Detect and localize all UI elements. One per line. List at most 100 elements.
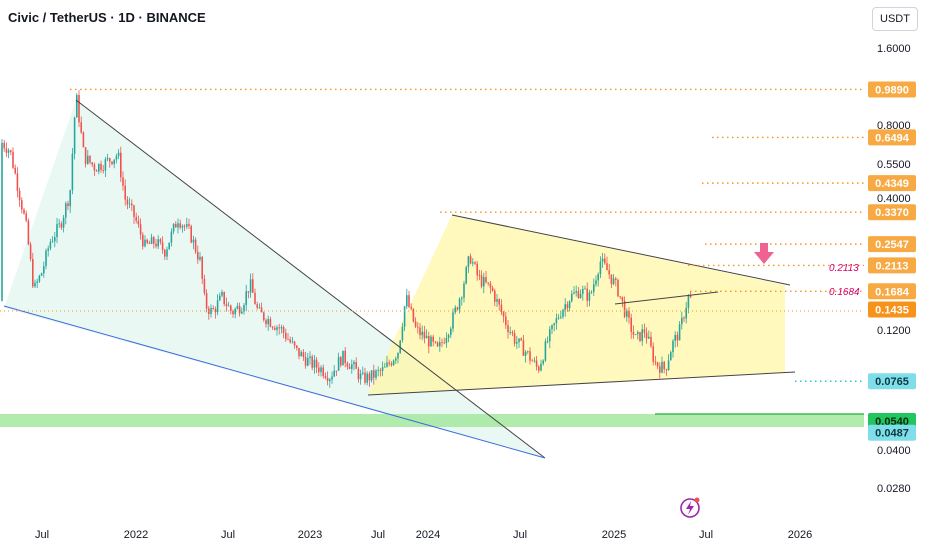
currency-button[interactable]: USDT <box>872 7 918 31</box>
candle-body-83 <box>183 225 186 227</box>
candle-body-32 <box>71 153 74 191</box>
candle-body-274 <box>604 258 606 264</box>
candle-body-178 <box>392 360 395 366</box>
candle-body-172 <box>379 370 382 371</box>
candle-body-175 <box>386 362 388 367</box>
candle-body-226 <box>498 299 500 305</box>
candle-body-142 <box>313 359 316 368</box>
candle-body-273 <box>601 258 604 262</box>
candle-body-205 <box>452 312 454 329</box>
price-tick-6: 0.0400 <box>877 445 911 457</box>
candle-body-258 <box>568 301 571 309</box>
candle-body-122 <box>269 319 272 327</box>
candle-body-234 <box>516 342 518 344</box>
candle-body-67 <box>148 242 151 244</box>
candle-body-301 <box>663 361 665 370</box>
candle-body-286 <box>630 317 632 332</box>
candle-body-47 <box>104 159 107 171</box>
candle-body-265 <box>584 288 586 290</box>
bolt-icon[interactable] <box>680 497 700 518</box>
level-label-box-5 <box>868 257 916 274</box>
candle-body-297 <box>654 361 657 363</box>
candle-body-307 <box>676 334 679 341</box>
chart-title: Civic / TetherUS · 1D · BINANCE <box>8 10 206 25</box>
candle-body-87 <box>192 239 195 243</box>
candle-body-92 <box>203 278 206 294</box>
candle-body-215 <box>474 262 476 264</box>
candle-body-198 <box>436 342 439 347</box>
price-tick-2: 0.8000 <box>877 120 911 132</box>
candle-body-96 <box>212 307 214 310</box>
candle-body-257 <box>566 304 569 309</box>
candle-body-116 <box>256 304 258 308</box>
time-tick-4: Jul <box>371 529 385 541</box>
level-labels: 0.9890 0.6494 0.4349 0.3370 0.2547 0.2113 0.16… <box>868 81 916 441</box>
level-label-8: 0.0765 <box>875 376 909 388</box>
candle-body-269 <box>593 284 595 292</box>
candle-body-80 <box>177 223 179 228</box>
candle-body-143 <box>315 359 318 368</box>
candle-body-3 <box>7 150 10 153</box>
candle-body-86 <box>190 226 192 243</box>
candle-body-123 <box>271 326 274 328</box>
candle-body-240 <box>529 351 531 361</box>
candle-body-182 <box>401 326 404 341</box>
candle-body-16 <box>36 281 38 283</box>
candle-body-81 <box>179 223 181 228</box>
candle-body-50 <box>111 161 113 165</box>
candle-body-144 <box>318 367 320 373</box>
candle-body-206 <box>454 307 456 313</box>
time-axis: Jul 2022 Jul 2023 Jul 2024 Jul 2025 Jul 2026 <box>35 529 812 541</box>
candle-body-63 <box>139 224 142 235</box>
candle-body-91 <box>201 256 203 279</box>
candle-body-262 <box>577 291 580 298</box>
candle-body-272 <box>599 261 602 275</box>
candle-body-221 <box>487 282 489 284</box>
candle-body-211 <box>465 267 467 284</box>
candle-body-61 <box>135 216 137 221</box>
candle-body-207 <box>456 307 459 310</box>
candle-body-46 <box>102 170 104 171</box>
candle-body-233 <box>513 333 516 344</box>
candle-body-105 <box>232 311 234 315</box>
candle-body-77 <box>170 231 173 243</box>
candle-body-150 <box>331 376 333 380</box>
candle-body-58 <box>128 203 131 205</box>
candle-body-188 <box>414 321 417 327</box>
level-label-4: 0.2547 <box>875 239 909 251</box>
candle-body-267 <box>588 292 591 301</box>
support-zone <box>0 414 864 427</box>
candle-body-114 <box>252 279 254 293</box>
candle-body-72 <box>159 239 162 243</box>
candle-body-213 <box>469 256 472 264</box>
candle-body-56 <box>124 185 126 200</box>
candle-body-141 <box>311 356 313 368</box>
candle-body-126 <box>278 327 280 329</box>
candle-body-222 <box>489 283 492 288</box>
candle-body-132 <box>291 341 294 343</box>
candle-body-216 <box>476 263 478 276</box>
candle-body-220 <box>485 277 487 283</box>
candle-body-153 <box>337 357 340 371</box>
candle-body-210 <box>463 283 465 298</box>
candle-body-170 <box>375 370 377 378</box>
level-label-box-0 <box>868 81 916 98</box>
candle-body-155 <box>342 350 344 366</box>
candle-body-183 <box>403 306 406 327</box>
candle-body-108 <box>238 305 241 314</box>
candle-body-147 <box>324 375 327 378</box>
candle-body-57 <box>126 199 129 205</box>
candle-body-22 <box>49 241 52 249</box>
candle-body-255 <box>562 309 564 317</box>
candle-body-29 <box>65 203 67 218</box>
candle-body-151 <box>333 370 335 377</box>
candle-body-225 <box>496 299 498 302</box>
candle-body-27 <box>60 223 63 228</box>
candle-body-202 <box>445 337 448 344</box>
candle-body-115 <box>254 292 256 305</box>
level-label-2: 0.4349 <box>875 178 909 190</box>
candle-body-270 <box>595 280 597 285</box>
candle-body-19 <box>43 266 45 274</box>
candle-body-110 <box>243 305 245 312</box>
candle-body-159 <box>351 364 353 369</box>
